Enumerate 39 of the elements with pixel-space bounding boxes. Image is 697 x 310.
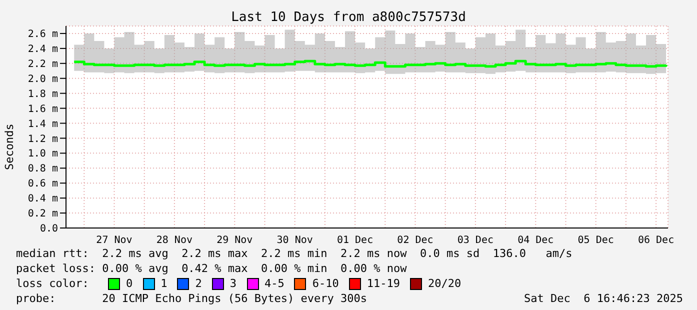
legend-label: 20/20	[428, 276, 462, 291]
text: Sat Dec 6 16:46:23 2025	[524, 291, 683, 306]
x-tick-label: 28 Nov	[156, 235, 193, 246]
chart-title: Last 10 Days from a800c757573d	[230, 10, 467, 25]
y-tick-label: 2.0 m	[28, 74, 58, 85]
y-tick-label: 1.2 m	[28, 134, 58, 145]
y-tick-label: 0.4 m	[28, 194, 58, 205]
y-tick-label: 2.2 m	[28, 58, 58, 70]
legend-label: 11-19	[366, 276, 400, 291]
x-tick-label: 03 Dec	[457, 235, 494, 246]
y-tick-label: 0.6 m	[28, 178, 58, 190]
x-tick-label: 02 Dec	[397, 235, 434, 246]
legend-label: 1	[160, 276, 168, 291]
y-tick-label: 1.8 m	[28, 88, 58, 100]
y-tick-label: 2.6 m	[28, 29, 58, 40]
y-tick-label: 0.2 m	[28, 208, 58, 220]
x-tick-label: 30 Nov	[276, 235, 313, 246]
x-tick-label: 04 Dec	[518, 235, 554, 246]
text: probe: 20 ICMP Echo Pings (56 Bytes) every 300s	[16, 291, 367, 306]
text: packet loss: 0.00 % avg 0.42 % max 0.00 % min 0.00 % now	[16, 261, 408, 276]
y-axis-title: Seconds	[3, 124, 16, 170]
x-tick-label: 06 Dec	[638, 235, 674, 246]
y-tick-label: 1.4 m	[28, 118, 58, 130]
y-tick-label: 2.4 m	[28, 44, 58, 55]
y-tick-label: 0.0	[40, 224, 58, 235]
x-tick-label: 05 Dec	[578, 235, 614, 246]
y-tick-label: 1.0 m	[28, 148, 58, 160]
text: median rtt: 2.2 ms avg 2.2 ms max 2.2 ms min 2.2 ms now 0.0 ms sd 136.0 am/s	[16, 246, 574, 261]
legend-label: 2	[195, 276, 202, 291]
x-tick-label: 27 Nov	[96, 235, 132, 246]
legend-label: 3	[230, 276, 236, 291]
legend-title: loss color:	[16, 276, 90, 291]
y-tick-label: 0.8 m	[28, 164, 58, 175]
x-tick-label: 01 Dec	[336, 235, 374, 246]
legend-label: 6-10	[312, 276, 339, 291]
legend-label: 0	[126, 276, 133, 291]
legend-label: 4-5	[264, 276, 284, 291]
y-tick-label: 1.6 m	[28, 104, 58, 115]
x-tick-label: 29 Nov	[216, 235, 253, 246]
